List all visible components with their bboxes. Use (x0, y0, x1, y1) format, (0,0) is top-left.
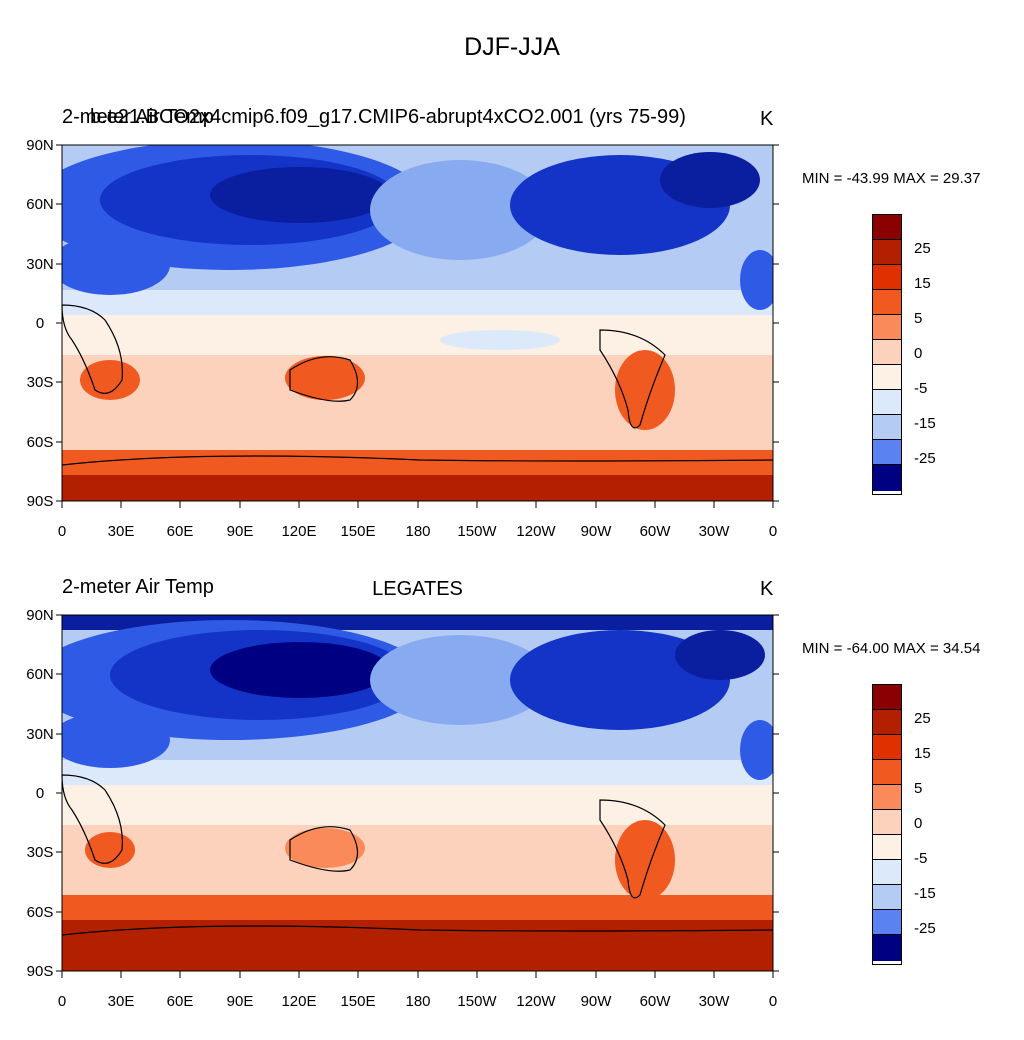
colorbar-label: -5 (914, 850, 928, 867)
colorbar-swatch (873, 240, 901, 265)
lon-label: 120W (516, 993, 556, 1010)
colorbar-label: 15 (914, 275, 931, 292)
lon-label: 0 (58, 993, 66, 1010)
lon-label: 60W (640, 993, 672, 1010)
lon-label: 150W (457, 993, 497, 1010)
lat-label: 30S (27, 374, 54, 391)
panel-unit: K (760, 578, 774, 600)
colorbar-swatch (873, 935, 901, 961)
lat-label: 0 (36, 785, 44, 802)
colorbar-label: 5 (914, 780, 923, 797)
lat-label: 90N (26, 607, 54, 624)
figure-title: DJF-JJA (464, 33, 560, 61)
lon-label: 180 (405, 523, 430, 540)
axis-ticks (56, 144, 779, 508)
lat-label: 60N (26, 666, 54, 683)
lon-label: 90E (227, 523, 254, 540)
colorbar-swatch (873, 340, 901, 365)
lon-label: 180 (405, 993, 430, 1010)
colorbar-swatch (873, 810, 901, 835)
lon-label: 90W (581, 993, 613, 1010)
panel-left-title: 2-meter Air Temp (62, 576, 214, 598)
lon-label: 30W (699, 993, 731, 1010)
coastlines (61, 774, 774, 936)
lon-label: 60W (640, 523, 672, 540)
colorbar-swatch (873, 365, 901, 390)
colorbar (872, 684, 902, 965)
lon-label: 60E (167, 993, 194, 1010)
colorbar-label: 0 (914, 345, 923, 362)
lon-label: 120W (516, 523, 556, 540)
lon-label: 30W (699, 523, 731, 540)
colorbar-label: -25 (914, 920, 936, 937)
colorbar-swatch (873, 415, 901, 440)
panel-left-title: 2-meter Air Temp (62, 106, 214, 128)
panel-center-title: LEGATES (372, 578, 463, 600)
colorbar-label: 0 (914, 815, 923, 832)
colorbar-label: -15 (914, 415, 936, 432)
lon-label: 0 (58, 523, 66, 540)
axis-ticks (56, 614, 779, 978)
colorbar-label: -25 (914, 450, 936, 467)
lat-label: 0 (36, 315, 44, 332)
lat-label: 60S (27, 434, 54, 451)
lon-label: 90E (227, 993, 254, 1010)
colorbar-swatch (873, 215, 901, 240)
lon-label: 90W (581, 523, 613, 540)
panel-case-title: b.e21.BCO2x4cmip6.f09_g17.CMIP6-abrupt4x… (90, 106, 686, 128)
colorbar-swatch (873, 440, 901, 465)
colorbar-label: 5 (914, 310, 923, 327)
colorbar-label: 25 (914, 240, 931, 257)
colorbar-swatch (873, 835, 901, 860)
lat-label: 30N (26, 256, 54, 273)
colorbar-swatch (873, 390, 901, 415)
temperature-difference-map: 90N 60N 30N 0 30S 60S 90S 0 30E 60E 90E … (26, 607, 779, 1010)
panel-unit: K (760, 108, 774, 130)
lat-label: 60N (26, 196, 54, 213)
lon-label: 150E (340, 523, 375, 540)
colorbar-swatch (873, 315, 901, 340)
lat-label: 30N (26, 726, 54, 743)
contour-field (62, 615, 773, 971)
colorbar-swatch (873, 465, 901, 491)
colorbar-label: 25 (914, 710, 931, 727)
colorbar-label: 15 (914, 745, 931, 762)
lon-label: 30E (108, 523, 135, 540)
contour-field (62, 145, 773, 501)
lon-label: 120E (281, 993, 316, 1010)
lon-label: 150W (457, 523, 497, 540)
lon-label: 30E (108, 993, 135, 1010)
lon-label: 150E (340, 993, 375, 1010)
colorbar-swatch (873, 265, 901, 290)
coastlines (61, 304, 774, 466)
colorbar-label: -5 (914, 380, 928, 397)
colorbar-swatch (873, 685, 901, 710)
lat-label: 90S (27, 493, 54, 510)
lon-label: 0 (769, 993, 777, 1010)
observation-panel: 2-meter Air Temp LEGATES K (0, 570, 1024, 1040)
lat-label: 60S (27, 904, 54, 921)
colorbar-swatch (873, 860, 901, 885)
lat-label: 30S (27, 844, 54, 861)
lat-label: 90S (27, 963, 54, 980)
colorbar-swatch (873, 910, 901, 935)
min-max-label: MIN = -64.00 MAX = 34.54 (802, 640, 981, 657)
colorbar-swatch (873, 735, 901, 760)
min-max-label: MIN = -43.99 MAX = 29.37 (802, 170, 981, 187)
colorbar-swatch (873, 290, 901, 315)
colorbar-label: -15 (914, 885, 936, 902)
colorbar-swatch (873, 710, 901, 735)
model-panel: 2-meter Air Temp b.e21.BCO2x4cmip6.f09_g… (0, 100, 1024, 570)
colorbar-swatch (873, 760, 901, 785)
lon-label: 60E (167, 523, 194, 540)
lat-label: 90N (26, 137, 54, 154)
colorbar-swatch (873, 885, 901, 910)
colorbar-swatch (873, 785, 901, 810)
lon-label: 0 (769, 523, 777, 540)
lon-label: 120E (281, 523, 316, 540)
colorbar (872, 214, 902, 495)
temperature-difference-map: 90N 60N 30N 0 30S 60S 90S 0 30E 60E 90E … (26, 137, 779, 540)
